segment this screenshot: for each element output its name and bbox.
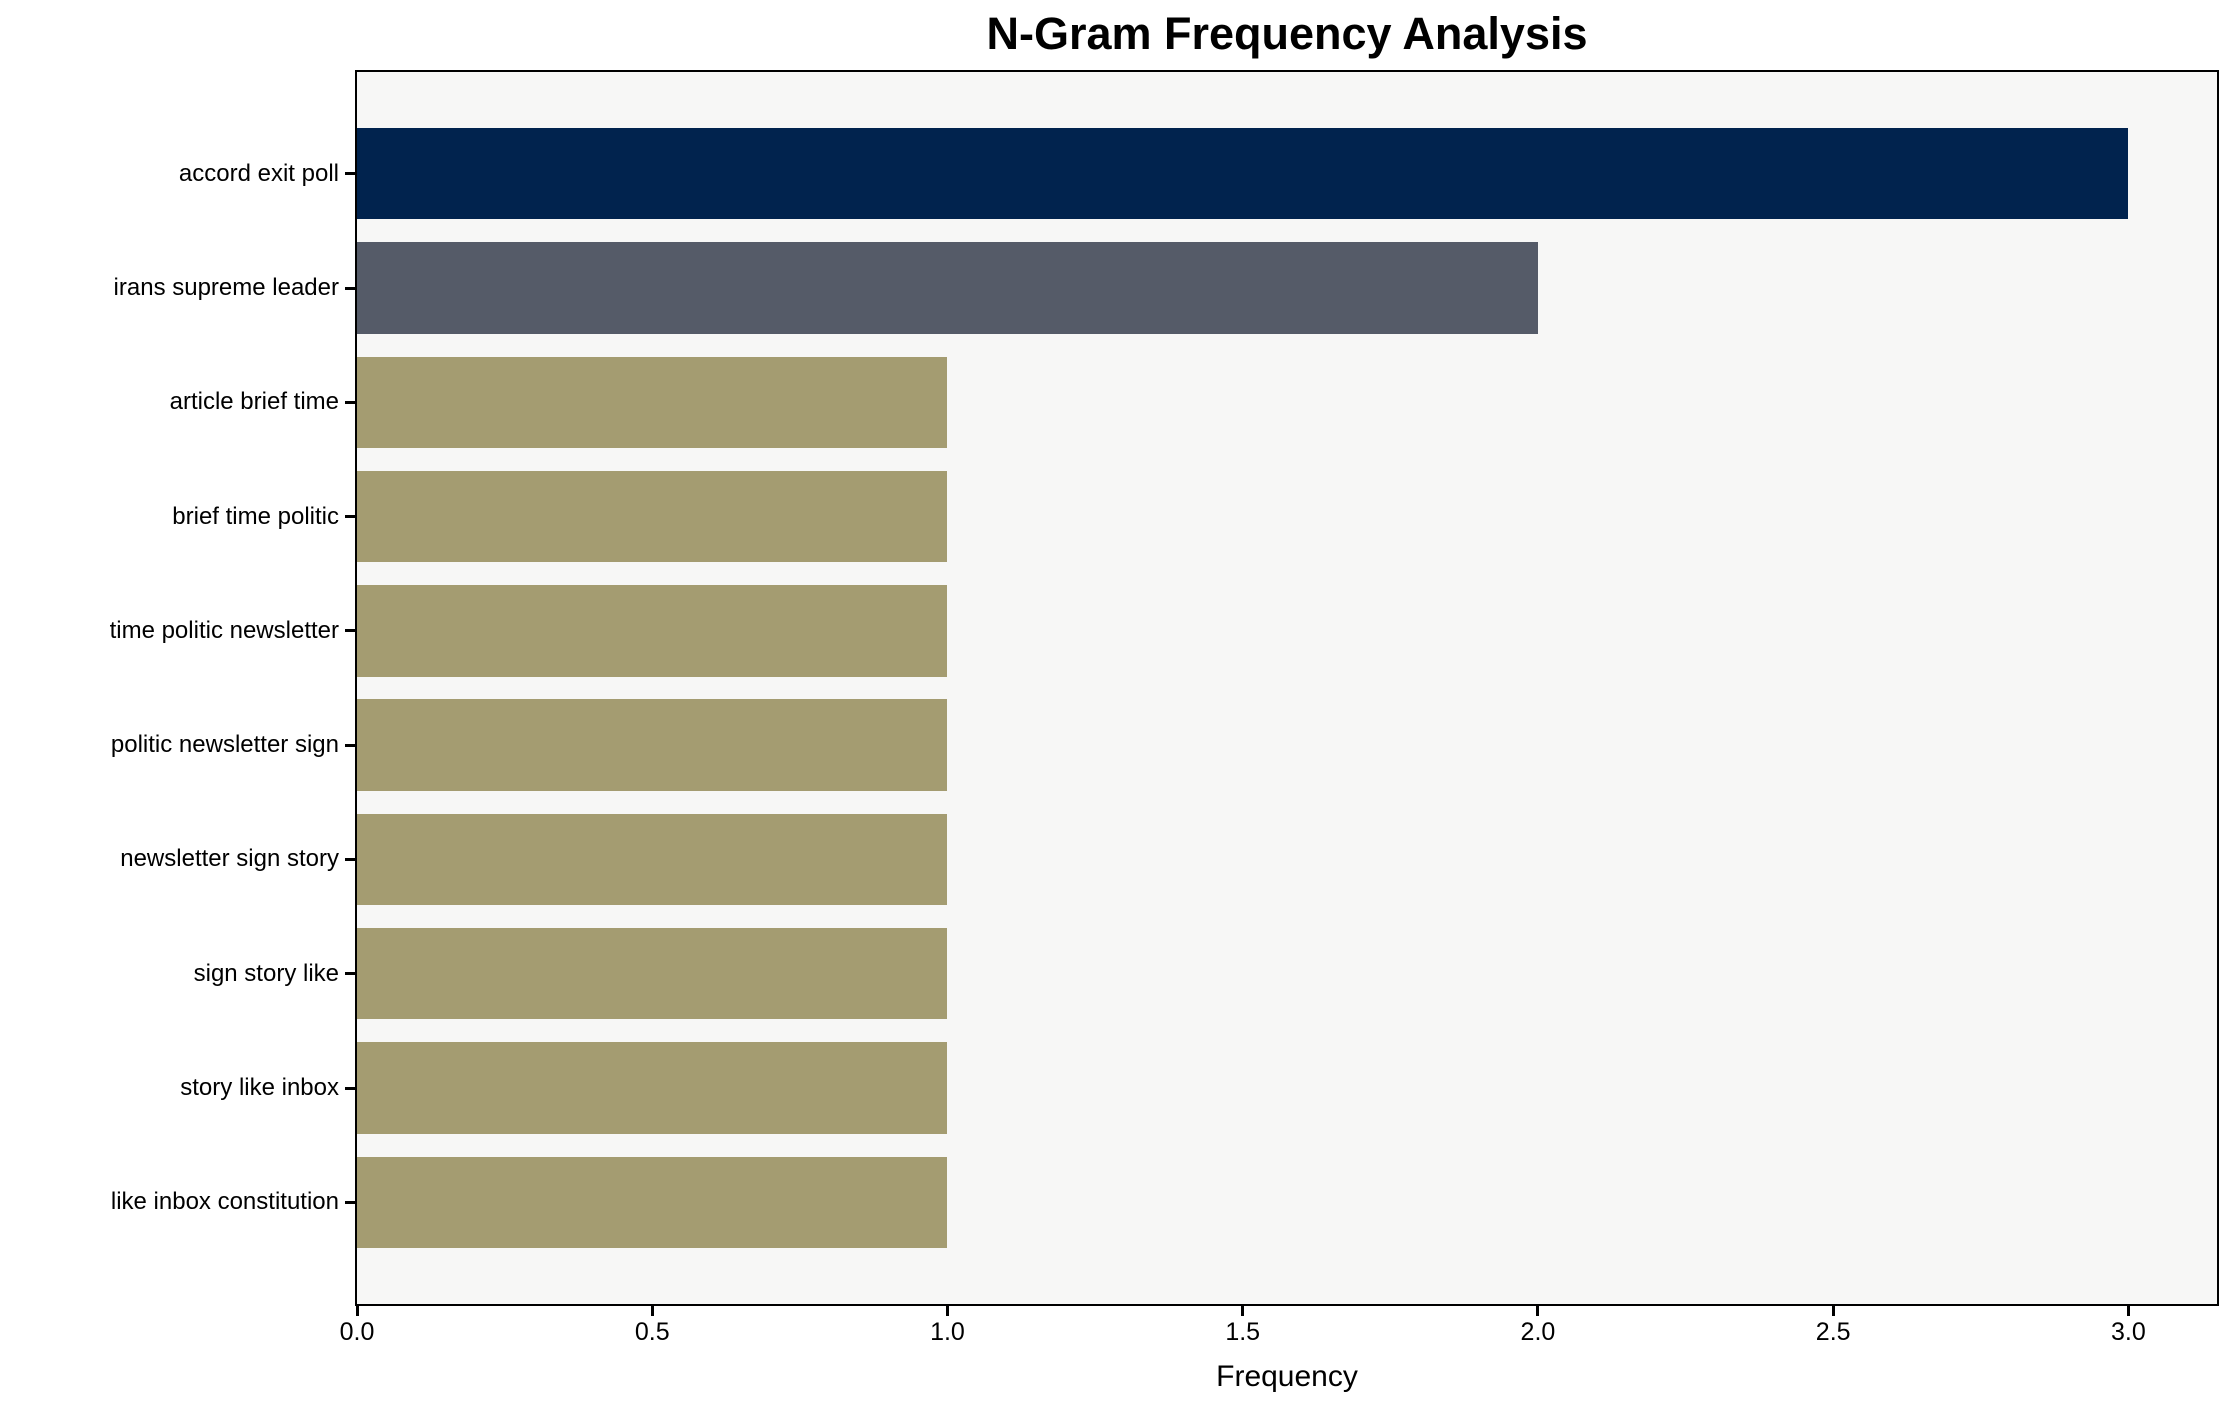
y-tick-label: politic newsletter sign	[110, 731, 339, 759]
y-tick-mark	[345, 172, 357, 176]
bar	[357, 1042, 948, 1134]
y-tick-mark	[345, 1086, 357, 1090]
y-tick-label: irans supreme leader	[113, 274, 339, 301]
bar	[357, 928, 948, 1020]
bar	[357, 356, 948, 448]
y-tick-label: brief time politic	[172, 502, 339, 530]
bar	[357, 128, 2129, 220]
y-tick-mark	[345, 629, 357, 633]
x-tick-label: 2.0	[1520, 1318, 1556, 1346]
bar	[357, 1156, 948, 1248]
y-tick-mark	[345, 1200, 357, 1204]
x-tick-label: 1.0	[930, 1318, 965, 1346]
x-tick-mark	[1831, 1305, 1835, 1316]
y-tick-label: story like inbox	[180, 1074, 339, 1101]
x-tick-mark	[1536, 1305, 1540, 1316]
y-tick-mark	[345, 857, 357, 861]
y-tick-label: article brief time	[169, 388, 339, 416]
y-tick-label: sign story like	[193, 959, 339, 987]
y-tick-mark	[345, 743, 357, 747]
x-axis-label: Frequency	[1216, 1360, 1358, 1393]
bar	[357, 470, 948, 563]
x-tick-label: 0.0	[339, 1318, 375, 1346]
y-tick-mark	[345, 515, 357, 519]
x-tick-label: 0.5	[634, 1318, 670, 1346]
y-tick-label: like inbox constitution	[110, 1188, 339, 1216]
y-tick-label: accord exit poll	[178, 159, 339, 187]
y-tick-mark	[345, 400, 357, 404]
x-tick-label: 3.0	[2111, 1318, 2146, 1346]
x-tick-mark	[2126, 1305, 2130, 1316]
y-tick-mark	[345, 286, 357, 290]
chart-title: N-Gram Frequency Analysis	[986, 8, 1588, 59]
x-tick-mark	[945, 1305, 949, 1316]
x-tick-mark	[1241, 1305, 1245, 1316]
bar	[357, 813, 948, 906]
y-tick-mark	[345, 972, 357, 976]
x-tick-label: 1.5	[1225, 1318, 1261, 1346]
x-tick-mark	[355, 1305, 359, 1316]
x-tick-label: 2.5	[1815, 1318, 1851, 1346]
bar	[357, 585, 948, 677]
bar	[357, 699, 948, 791]
y-tick-label: time politic newsletter	[109, 616, 339, 644]
x-tick-mark	[650, 1305, 654, 1316]
bar	[357, 242, 1538, 334]
y-tick-label: newsletter sign story	[120, 845, 339, 873]
